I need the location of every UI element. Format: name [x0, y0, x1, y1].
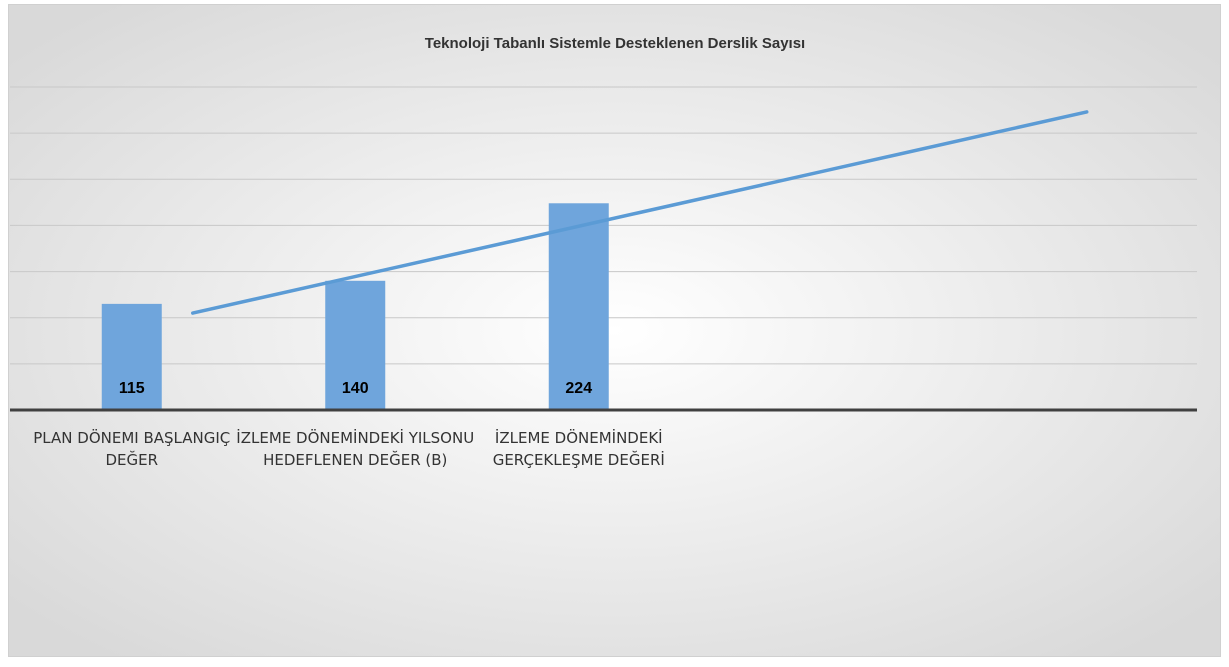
bar — [548, 203, 609, 410]
chart-title: Teknoloji Tabanlı Sistemle Desteklenen D… — [425, 35, 805, 52]
x-tick-label: PLAN DÖNEMI BAŞLANGIÇ DEĞER — [33, 429, 231, 469]
chart-background — [8, 4, 1221, 657]
bar — [325, 280, 386, 410]
data-label: 115 — [119, 380, 145, 397]
data-label: 224 — [565, 380, 592, 397]
trendline — [191, 110, 1089, 315]
x-tick-label: İZLEME DÖNEMİNDEKİ YILSONU HEDEFLENEN DE… — [236, 429, 475, 469]
data-label: 140 — [342, 380, 369, 397]
x-tick-label-box: İZLEME DÖNEMİNDEKİ GERÇEKLEŞME DEĞERİ — [492, 429, 665, 469]
x-tick-label-box: İZLEME DÖNEMİNDEKİ YILSONU HEDEFLENEN DE… — [236, 429, 475, 469]
x-tick-label: İZLEME DÖNEMİNDEKİ GERÇEKLEŞME DEĞERİ — [492, 429, 665, 469]
bar — [101, 303, 162, 410]
x-tick-label-box: PLAN DÖNEMI BAŞLANGIÇ DEĞER — [33, 429, 231, 469]
